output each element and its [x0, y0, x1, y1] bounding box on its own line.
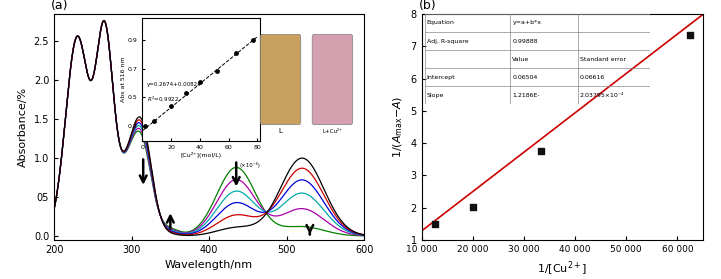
Text: (a): (a): [51, 0, 68, 12]
Point: [684, 33, 696, 37]
Text: (b): (b): [419, 0, 437, 12]
Point: [429, 222, 441, 226]
Y-axis label: Absorbance/%: Absorbance/%: [18, 87, 28, 167]
Y-axis label: 1/($A_{\mathrm{max}}$$-$$A$): 1/($A_{\mathrm{max}}$$-$$A$): [392, 96, 405, 158]
Point: [535, 149, 547, 153]
Point: [467, 205, 479, 209]
X-axis label: Wavelength/nm: Wavelength/nm: [165, 260, 253, 270]
X-axis label: 1/[Cu$^{2+}$]: 1/[Cu$^{2+}$]: [537, 259, 588, 278]
